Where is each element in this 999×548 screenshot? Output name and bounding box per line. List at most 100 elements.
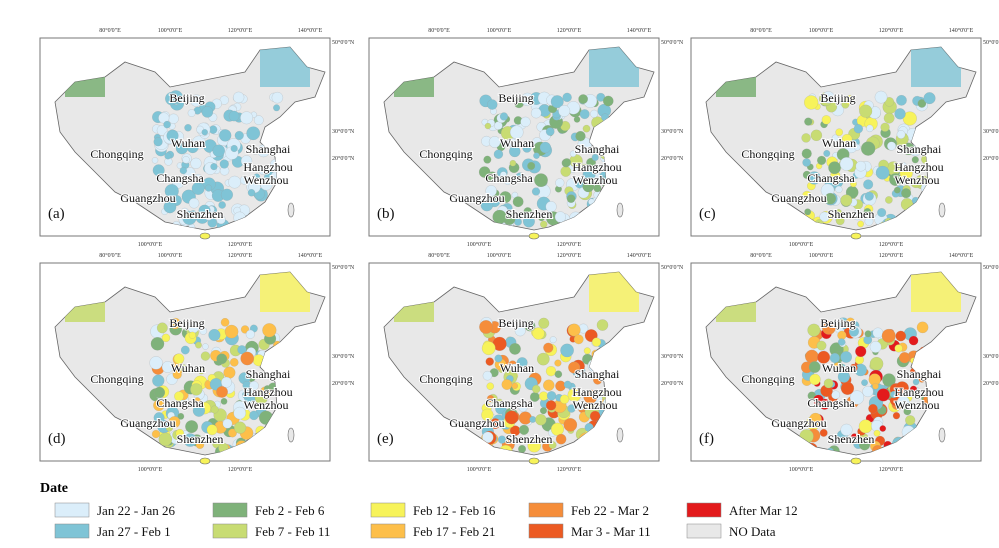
- city-label: Shanghai: [575, 142, 620, 156]
- island: [851, 233, 861, 239]
- lon-label: 100°0'0"E: [158, 252, 183, 259]
- region: [802, 149, 812, 159]
- region: [894, 187, 900, 193]
- city-label: Wuhan: [500, 136, 534, 150]
- city-label: Guangzhou: [449, 416, 504, 430]
- region: [820, 429, 828, 437]
- region: [518, 445, 526, 453]
- legend-label: Feb 22 - Mar 2: [571, 503, 649, 518]
- region: [247, 127, 260, 140]
- city-label: Beijing: [498, 316, 533, 330]
- region: [603, 96, 613, 106]
- region: [234, 422, 246, 434]
- region: [229, 111, 239, 121]
- city-label: Beijing: [169, 316, 204, 330]
- city-label: Chongqing: [90, 147, 143, 161]
- region: [561, 166, 571, 176]
- region: [201, 352, 210, 361]
- city-label: Shanghai: [575, 367, 620, 381]
- region: [841, 382, 854, 395]
- city-label: Beijing: [498, 91, 533, 105]
- island: [617, 428, 623, 442]
- region: [840, 157, 853, 170]
- region: [877, 208, 886, 217]
- region: [169, 114, 179, 124]
- region: [824, 379, 833, 388]
- lon-label: 80°0'0"E: [99, 252, 121, 259]
- lon-label: 120°0'0"E: [557, 241, 582, 248]
- city-label: Guangzhou: [120, 191, 175, 205]
- lat-label: 20°0'0"N: [661, 380, 684, 387]
- region: [897, 130, 905, 138]
- lon-label: 120°0'0"E: [228, 252, 253, 259]
- city-label: Guangzhou: [120, 416, 175, 430]
- lon-label: 120°0'0"E: [879, 466, 904, 473]
- city-label: Guangzhou: [771, 416, 826, 430]
- region: [870, 341, 881, 352]
- region: [810, 374, 821, 385]
- lon-label: 120°0'0"E: [228, 466, 253, 473]
- region: [162, 334, 170, 342]
- region: [563, 158, 571, 166]
- region: [590, 110, 598, 118]
- island: [617, 203, 623, 217]
- region: [583, 125, 590, 132]
- region: [884, 113, 894, 123]
- region: [887, 142, 896, 151]
- region: [228, 176, 240, 188]
- legend-label: Mar 3 - Mar 11: [571, 524, 651, 539]
- lon-label: 80°0'0"E: [428, 252, 450, 259]
- region: [185, 420, 198, 433]
- region: [154, 137, 163, 146]
- region: [165, 153, 172, 160]
- island: [529, 233, 539, 239]
- region: [211, 406, 219, 414]
- region: [564, 418, 577, 431]
- region: [809, 361, 820, 372]
- region: [835, 186, 842, 193]
- city-label: Shenzhen: [828, 207, 875, 221]
- region: [195, 342, 201, 348]
- lon-label: 140°0'0"E: [949, 252, 974, 259]
- region: [855, 356, 864, 365]
- region: [875, 91, 887, 103]
- region: [479, 320, 492, 333]
- panel-label: (f): [699, 431, 714, 447]
- lon-label: 100°0'0"E: [138, 466, 163, 473]
- lon-label: 140°0'0"E: [949, 27, 974, 34]
- lon-label: 140°0'0"E: [627, 27, 652, 34]
- region: [217, 354, 227, 364]
- legend-label: Jan 27 - Feb 1: [97, 524, 171, 539]
- city-label: Hangzhou: [572, 160, 621, 174]
- lat-label: 50°0'0"N: [661, 264, 684, 271]
- region: [509, 343, 520, 354]
- lat-label: 20°0'0"N: [661, 155, 684, 162]
- region: [899, 352, 910, 363]
- region: [567, 195, 575, 203]
- region: [487, 100, 497, 110]
- region: [584, 348, 591, 355]
- city-label: Shanghai: [246, 142, 291, 156]
- lat-label: 50°0'0"N: [983, 264, 999, 271]
- region: [863, 386, 874, 397]
- city-label: Wenzhou: [894, 173, 939, 187]
- region: [817, 341, 826, 350]
- region: [224, 367, 236, 379]
- region: [221, 189, 233, 201]
- city-label: Changsha: [156, 396, 204, 410]
- region: [230, 358, 238, 366]
- region: [909, 336, 918, 345]
- region: [885, 196, 892, 203]
- lon-label: 120°0'0"E: [879, 27, 904, 34]
- lat-label: 50°0'0"N: [661, 39, 684, 46]
- lon-label: 100°0'0"E: [487, 252, 512, 259]
- region: [823, 150, 830, 157]
- region: [482, 341, 495, 354]
- lon-label: 140°0'0"E: [298, 252, 323, 259]
- lat-label: 30°0'0"N: [332, 128, 355, 135]
- region: [254, 116, 263, 125]
- region: [534, 173, 547, 186]
- region: [532, 188, 540, 196]
- region: [220, 160, 229, 169]
- region: [539, 392, 548, 401]
